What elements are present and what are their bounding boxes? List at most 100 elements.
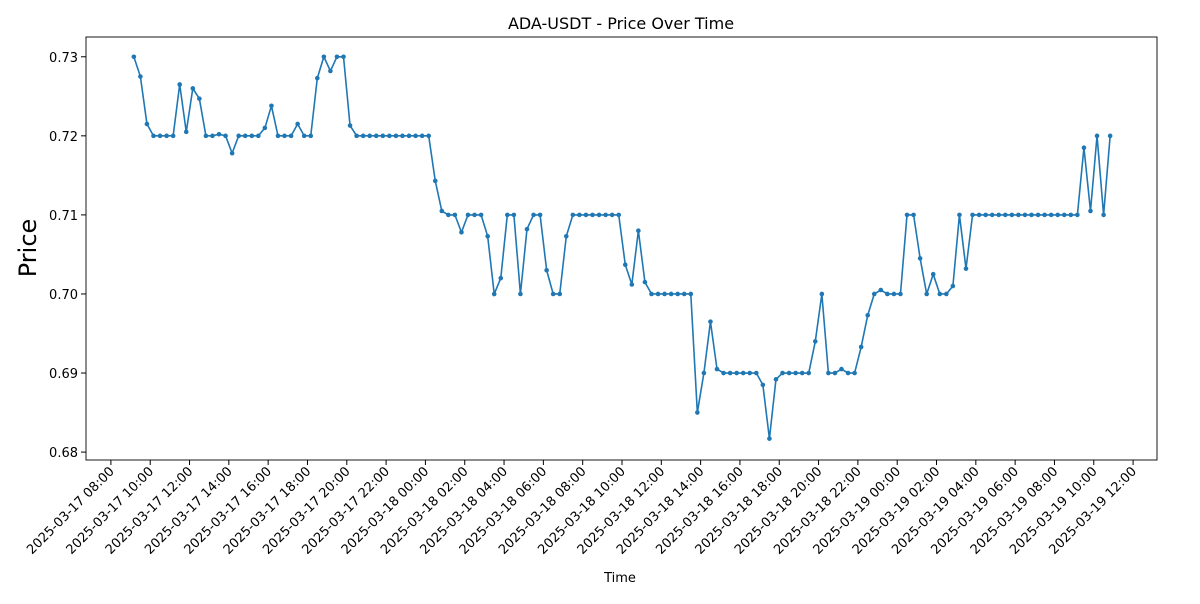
price-marker xyxy=(242,133,248,139)
price-marker xyxy=(341,54,346,60)
price-marker xyxy=(157,133,163,139)
price-marker xyxy=(282,133,287,139)
y-tick-label: 0.69 xyxy=(49,367,78,382)
price-marker xyxy=(465,212,471,218)
price-marker xyxy=(727,370,733,376)
price-marker xyxy=(1042,212,1047,218)
price-marker xyxy=(531,212,536,218)
price-marker xyxy=(439,208,445,214)
price-marker xyxy=(1016,212,1021,218)
price-marker xyxy=(655,291,661,297)
price-marker xyxy=(1107,133,1113,139)
price-marker xyxy=(334,54,340,60)
price-marker xyxy=(354,133,359,139)
price-marker xyxy=(1068,212,1074,218)
y-tick-label: 0.68 xyxy=(49,446,78,461)
price-marker xyxy=(760,382,766,388)
price-marker xyxy=(793,370,798,376)
price-marker xyxy=(609,212,615,218)
price-marker xyxy=(845,370,851,376)
price-marker xyxy=(839,366,844,372)
price-marker xyxy=(321,54,327,60)
price-marker xyxy=(426,133,431,139)
price-marker xyxy=(236,133,241,139)
price-marker xyxy=(570,212,576,218)
price-marker xyxy=(976,212,982,218)
price-marker xyxy=(498,275,504,281)
price-marker xyxy=(275,133,281,139)
price-marker xyxy=(819,291,825,297)
price-marker xyxy=(590,212,595,218)
price-marker xyxy=(662,291,667,297)
price-marker xyxy=(432,178,438,184)
price-marker xyxy=(472,212,477,218)
price-marker xyxy=(622,262,628,268)
price-marker xyxy=(970,212,975,218)
price-marker xyxy=(164,133,169,139)
price-marker xyxy=(505,212,510,218)
y-tick-label: 0.71 xyxy=(49,209,78,224)
price-marker xyxy=(347,123,353,128)
price-marker xyxy=(203,133,209,139)
price-marker xyxy=(871,291,877,297)
price-marker xyxy=(937,291,943,297)
price-marker xyxy=(773,377,779,382)
price-marker xyxy=(459,229,464,235)
price-marker xyxy=(885,291,890,297)
price-marker xyxy=(1048,212,1054,218)
price-marker xyxy=(878,287,884,293)
price-marker xyxy=(485,233,490,239)
price-marker xyxy=(1029,212,1034,218)
price-marker xyxy=(360,133,366,139)
price-marker xyxy=(944,291,949,297)
price-marker xyxy=(223,133,228,139)
price-marker xyxy=(714,366,720,372)
price-marker xyxy=(812,339,818,344)
price-marker xyxy=(917,256,923,261)
price-marker xyxy=(989,212,995,218)
price-marker xyxy=(1088,208,1093,214)
price-marker xyxy=(216,131,222,137)
price-marker xyxy=(983,212,988,218)
y-tick-label: 0.70 xyxy=(49,288,78,303)
price-marker xyxy=(734,370,739,376)
price-marker xyxy=(308,133,314,139)
y-tick-label: 0.72 xyxy=(49,130,78,145)
price-marker xyxy=(1075,212,1080,218)
price-marker xyxy=(740,370,746,376)
price-marker xyxy=(616,212,622,218)
price-marker xyxy=(413,133,418,139)
price-marker xyxy=(373,133,379,139)
y-tick-label: 0.73 xyxy=(49,51,78,66)
price-marker xyxy=(400,133,405,139)
price-marker xyxy=(930,271,936,277)
price-marker xyxy=(950,283,956,289)
price-marker xyxy=(393,133,399,139)
price-marker xyxy=(288,133,294,139)
price-marker xyxy=(1061,212,1067,218)
price-marker xyxy=(629,282,635,287)
price-marker xyxy=(301,133,307,139)
price-marker xyxy=(452,212,458,218)
price-marker xyxy=(144,121,150,127)
price-marker xyxy=(832,370,838,376)
y-axis-label: Price xyxy=(14,219,42,278)
price-marker xyxy=(1003,212,1008,218)
price-marker xyxy=(963,266,969,271)
price-marker xyxy=(190,86,196,91)
price-marker xyxy=(708,319,713,324)
price-marker xyxy=(183,129,189,135)
price-marker xyxy=(229,150,235,156)
price-marker xyxy=(295,121,300,127)
price-marker xyxy=(170,133,176,139)
price-marker xyxy=(557,291,563,297)
price-marker xyxy=(563,233,569,239)
price-marker xyxy=(675,291,680,297)
price-marker xyxy=(1035,212,1041,218)
price-marker xyxy=(550,291,556,297)
price-marker xyxy=(695,410,700,415)
price-marker xyxy=(1081,145,1087,150)
price-marker xyxy=(1101,212,1106,218)
price-marker xyxy=(315,75,320,81)
